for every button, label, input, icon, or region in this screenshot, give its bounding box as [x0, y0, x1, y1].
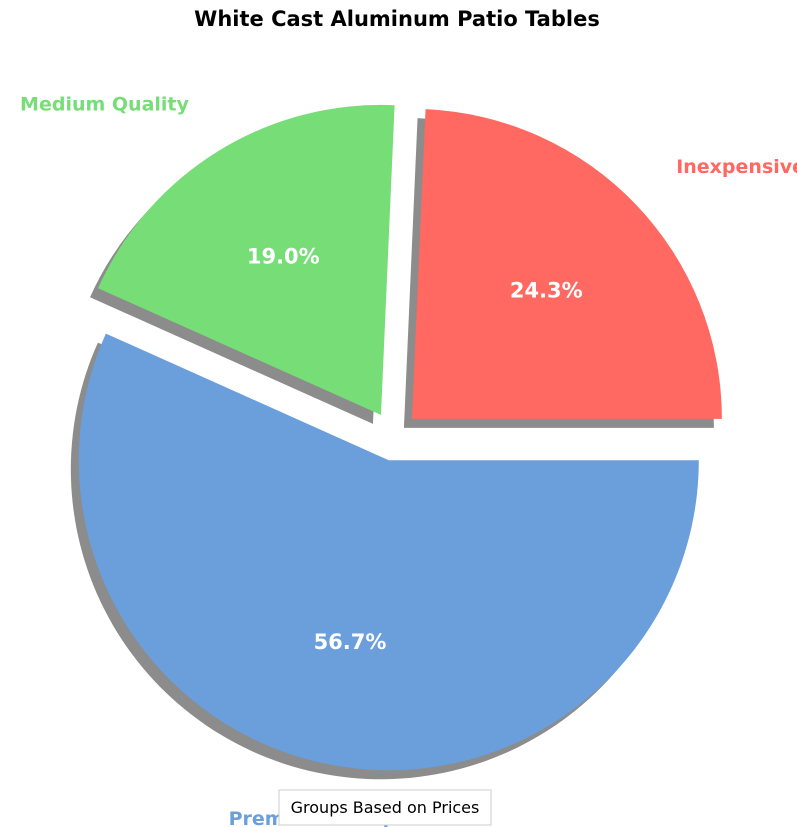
pie-slices	[78, 104, 722, 771]
pct-label-inexpensive: 24.3%	[510, 278, 583, 302]
legend: Groups Based on Prices	[278, 789, 492, 826]
legend-box	[278, 789, 492, 826]
pct-label-medium-quality: 19.0%	[247, 245, 320, 269]
slice-label-medium-quality: Medium Quality	[20, 94, 189, 116]
slice-label-inexpensive: Inexpensive	[676, 156, 797, 178]
percentage-labels: 24.3% 19.0% 56.7%	[247, 245, 583, 654]
pct-label-premium-group: 56.7%	[314, 630, 387, 654]
slice-medium-quality	[98, 104, 395, 415]
slice-inexpensive	[411, 109, 722, 419]
legend-title: Groups Based on Prices	[291, 798, 480, 817]
chart-title: White Cast Aluminum Patio Tables	[194, 7, 600, 31]
slice-premium-group	[78, 333, 699, 771]
